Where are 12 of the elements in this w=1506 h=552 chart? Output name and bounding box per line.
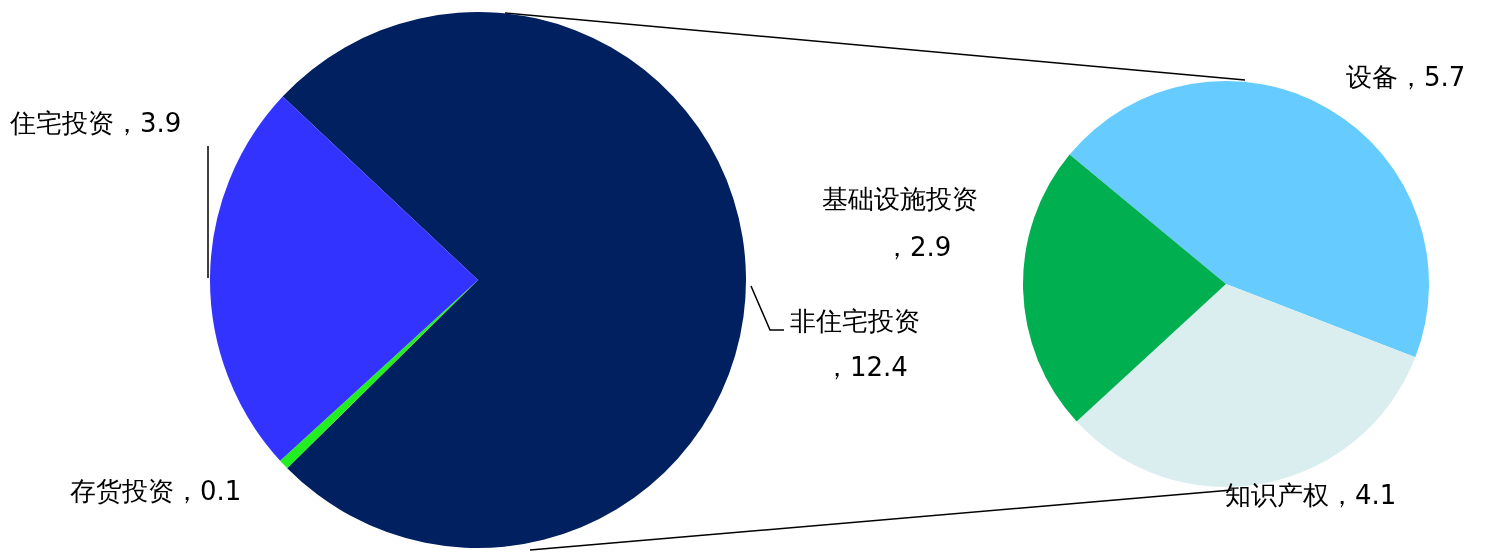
slice-label: 非住宅投资 [790, 306, 920, 336]
data-label: ，12.4 [824, 352, 908, 382]
data-label: ，2.9 [884, 232, 952, 262]
slice-label: 设备 [1346, 62, 1398, 92]
data-label: ，0.1 [174, 476, 242, 506]
slice-label: 住宅投资 [9, 108, 114, 138]
slice-label: 存货投资 [70, 476, 174, 506]
slice-label: 知识产权 [1225, 480, 1329, 510]
data-label: ，4.1 [1329, 480, 1397, 510]
slice-label: 基础设施投资 [822, 184, 978, 214]
data-label: ，5.7 [1398, 62, 1466, 92]
data-label: ，3.9 [114, 108, 182, 138]
